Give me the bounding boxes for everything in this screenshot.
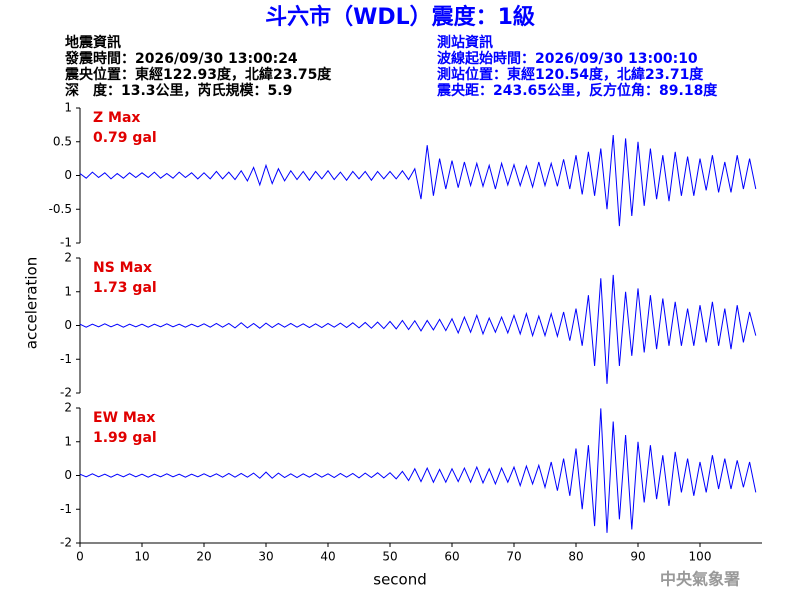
y-tick-label: -1 [60,236,72,250]
info-line: 發震時間：2026/09/30 13:00:24 [64,50,298,67]
max-annotation: Z Max [93,110,140,126]
info-line: 波線起始時間：2026/09/30 13:00:10 [437,50,698,67]
waveform [79,134,757,227]
waveform [79,274,757,384]
x-tick-label: 0 [76,550,84,564]
y-tick-label: 0 [64,168,72,182]
info-line: 深 度：13.3公里，芮氏規模：5.9 [65,82,292,99]
y-tick-label: 1 [64,434,72,448]
y-tick-label: -2 [60,536,72,550]
x-tick-label: 100 [689,550,712,564]
event-info: 地震資訊 發震時間：2026/09/30 13:00:24 震央位置：東經122… [64,34,332,99]
x-tick-label: 40 [320,550,335,564]
y-tick-label: -2 [60,386,72,400]
waveform [79,408,757,533]
x-tick-label: 90 [630,550,645,564]
max-annotation: NS Max [93,260,152,276]
x-tick-label: 20 [196,550,211,564]
y-tick-label: 1 [64,101,72,115]
info-line: 測站資訊 [437,34,493,51]
x-tick-label: 10 [134,550,149,564]
x-tick-label: 30 [258,550,273,564]
title: 斗六市（WDL）震度：1級 [265,4,535,30]
info-line: 震央距：243.65公里，反方位角：89.18度 [436,82,718,99]
max-annotation: 0.79 gal [93,130,157,146]
info-line: 震央位置：東經122.93度，北緯23.75度 [64,66,332,83]
y-tick-label: 0.5 [53,134,72,148]
y-tick-label: 0 [64,468,72,482]
x-tick-label: 80 [568,550,583,564]
max-annotation: 1.73 gal [93,280,157,296]
x-tick-label: 70 [506,550,521,564]
x-tick-label: 50 [382,550,397,564]
y-tick-label: -1 [60,502,72,516]
info-line: 地震資訊 [65,34,121,51]
y-tick-label: 2 [64,401,72,415]
x-tick-label: 60 [444,550,459,564]
y-tick-label: 2 [64,251,72,265]
y-tick-label: 1 [64,284,72,298]
y-tick-label: -1 [60,352,72,366]
max-annotation: 1.99 gal [93,430,157,446]
x-axis-title: second [373,571,427,589]
info-line: 測站位置：東經120.54度，北緯23.71度 [437,66,704,83]
station-info: 測站資訊 波線起始時間：2026/09/30 13:00:10 測站位置：東經1… [436,34,718,99]
y-axis-title: acceleration [23,257,41,349]
y-tick-label: -0.5 [49,202,72,216]
max-annotation: EW Max [93,410,155,426]
y-tick-label: 0 [64,318,72,332]
footer: 中央氣象署 [660,570,740,589]
